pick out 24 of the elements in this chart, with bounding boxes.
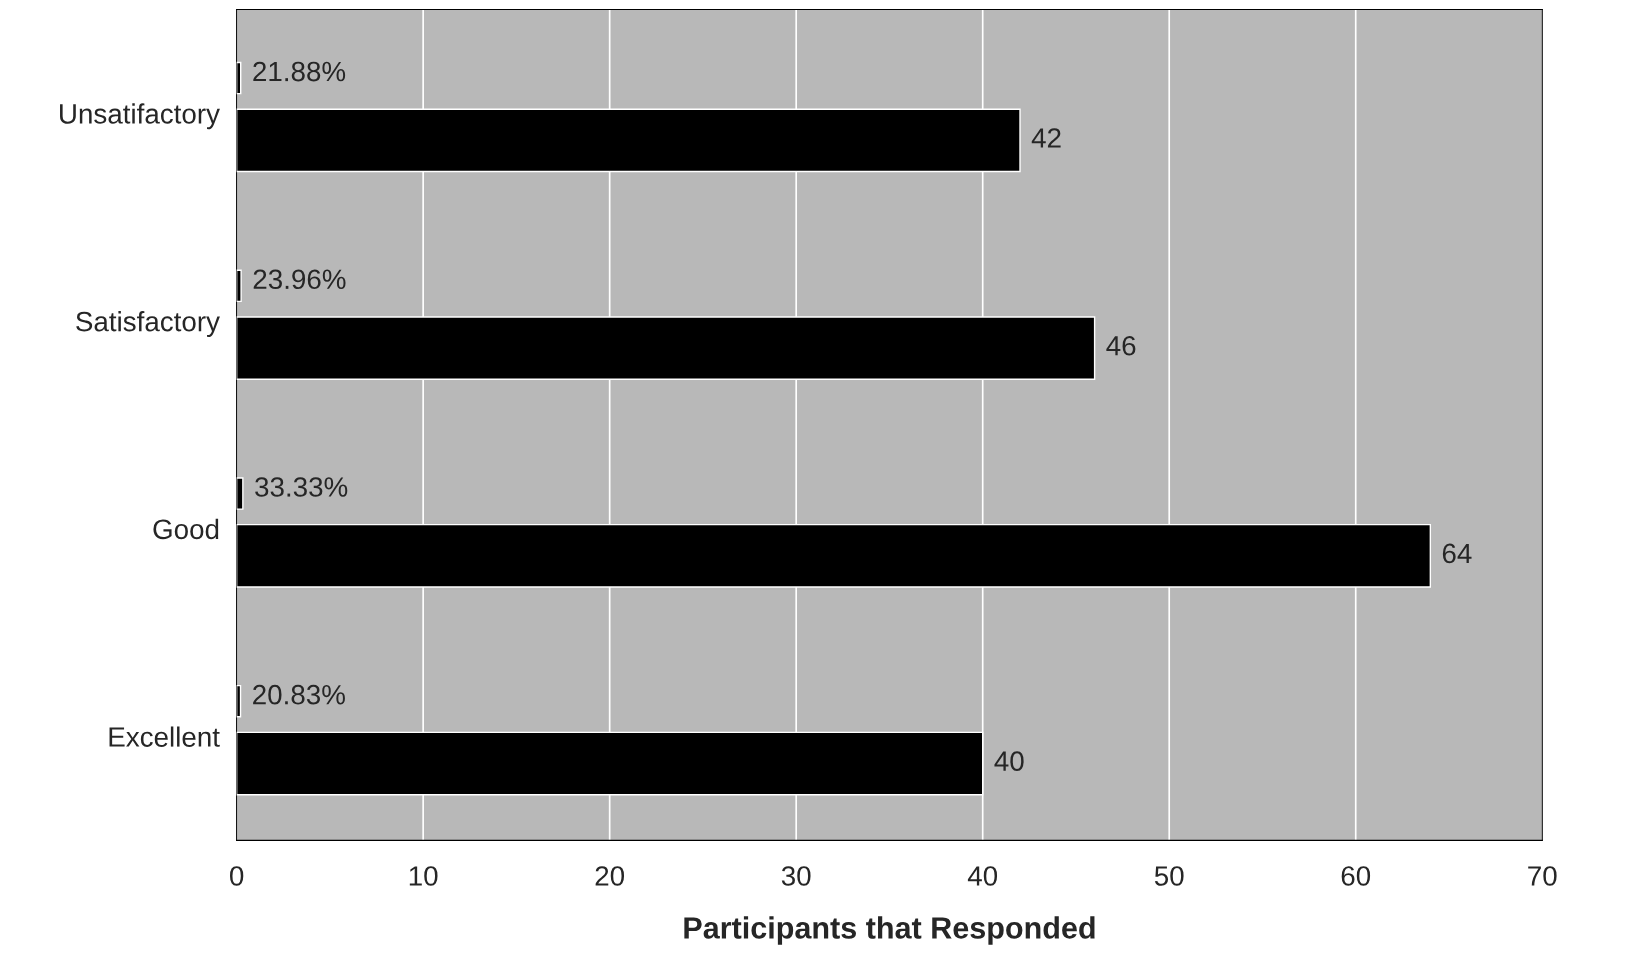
data-label: 23.96% bbox=[253, 269, 346, 290]
y-tick-label: Unsatifactory bbox=[60, 103, 220, 130]
x-tick-label: 30 bbox=[781, 866, 811, 886]
data-label: 21.88% bbox=[253, 61, 346, 82]
bar bbox=[236, 684, 242, 718]
x-axis-title: Participants that Responded bbox=[684, 916, 1095, 945]
y-tick-label: Good bbox=[153, 518, 219, 540]
x-tick-label: 50 bbox=[1154, 866, 1184, 886]
bar bbox=[236, 477, 244, 510]
x-tick-label: 0 bbox=[230, 866, 244, 886]
y-tick-label: Satisfactory bbox=[76, 311, 220, 337]
bar bbox=[236, 269, 242, 303]
data-label: 20.83% bbox=[253, 684, 345, 705]
data-label: 64 bbox=[1442, 543, 1472, 564]
y-tick-label: Excellent bbox=[109, 726, 220, 747]
data-label: 46 bbox=[1106, 335, 1136, 356]
x-tick-label: 10 bbox=[409, 866, 438, 886]
data-label: 33.33% bbox=[255, 477, 348, 497]
data-label: 40 bbox=[994, 751, 1024, 771]
data-label: 42 bbox=[1031, 128, 1061, 148]
x-tick-label: 20 bbox=[595, 866, 625, 886]
x-tick-label: 40 bbox=[967, 866, 998, 886]
x-tick-label: 70 bbox=[1528, 866, 1557, 886]
x-tick-label: 60 bbox=[1341, 866, 1371, 886]
